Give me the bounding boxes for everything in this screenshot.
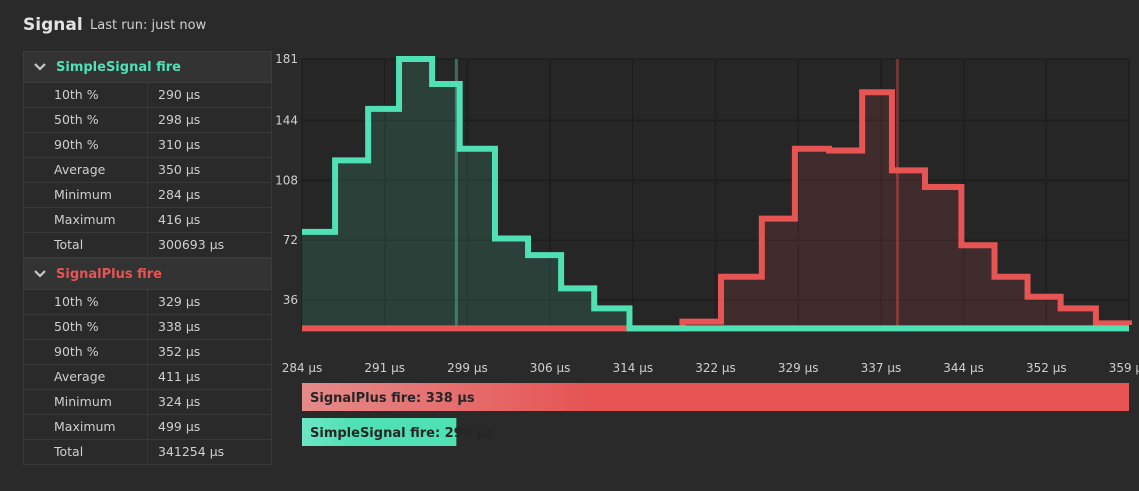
stat-row: Minimum 284 µs [23, 183, 272, 208]
stat-value: 416 µs [148, 208, 272, 232]
stat-label: 50th % [23, 315, 148, 339]
stat-value: 341254 µs [148, 440, 272, 464]
histogram-svg: 36 72 108 144 181 284 µs 291 µs 299 µs 306 µs 314… [275, 52, 1139, 446]
stat-label: Average [23, 158, 148, 182]
stat-label: Maximum [23, 415, 148, 439]
stat-value: 300693 µs [148, 233, 272, 257]
stat-label: Minimum [23, 390, 148, 414]
series-area-fill [302, 92, 1129, 331]
x-tick-label: 337 µs [861, 361, 902, 375]
section-header-signalplus[interactable]: SignalPlus fire [23, 258, 272, 290]
x-tick-label: 359 µs [1109, 361, 1139, 375]
stat-row: Average 411 µs [23, 365, 272, 390]
x-tick-label: 284 µs [282, 361, 323, 375]
y-tick-label: 36 [283, 293, 298, 307]
comparison-bar-label: SimpleSignal fire: 298 µs [310, 426, 494, 441]
stat-row: Total 341254 µs [23, 440, 272, 465]
stat-label: 90th % [23, 340, 148, 364]
chevron-down-icon[interactable] [33, 267, 47, 281]
stat-row: Maximum 416 µs [23, 208, 272, 233]
section-title: SignalPlus fire [56, 266, 162, 282]
stat-label: 50th % [23, 108, 148, 132]
stat-row: 10th % 329 µs [23, 290, 272, 315]
stat-label: 10th % [23, 83, 148, 107]
x-tick-label: 314 µs [612, 361, 653, 375]
x-tick-label: 344 µs [943, 361, 984, 375]
comparison-bar-label: SignalPlus fire: 338 µs [310, 391, 475, 406]
stat-row: Minimum 324 µs [23, 390, 272, 415]
y-tick-label: 181 [275, 52, 298, 66]
stat-row: 90th % 310 µs [23, 133, 272, 158]
histogram-chart: 36 72 108 144 181 284 µs 291 µs 299 µs 306 µs 314… [272, 50, 1139, 487]
x-tick-label: 352 µs [1026, 361, 1067, 375]
stat-label: Average [23, 365, 148, 389]
series-line [302, 89, 1132, 332]
stat-value: 298 µs [148, 108, 272, 132]
section-header-simplesignal[interactable]: SimpleSignal fire [23, 51, 272, 83]
last-run-status: Last run: just now [90, 18, 207, 33]
section-signalplus: SignalPlus fire 10th % 329 µs 50th % 338 µs… [23, 258, 272, 465]
stat-value: 324 µs [148, 390, 272, 414]
stat-label: Minimum [23, 183, 148, 207]
x-tick-label: 306 µs [530, 361, 571, 375]
stat-value: 350 µs [148, 158, 272, 182]
stat-label: 10th % [23, 290, 148, 314]
stat-row: 50th % 338 µs [23, 315, 272, 340]
x-tick-label: 329 µs [778, 361, 819, 375]
page-title: Signal [23, 15, 83, 35]
section-simplesignal: SimpleSignal fire 10th % 290 µs 50th % 298 … [23, 51, 272, 258]
section-title: SimpleSignal fire [56, 59, 181, 75]
stat-value: 329 µs [148, 290, 272, 314]
series-area-fill [302, 59, 1129, 330]
stat-label: Total [23, 440, 148, 464]
series-line [302, 56, 1129, 332]
stat-value: 284 µs [148, 183, 272, 207]
comparison-bar [302, 383, 1129, 411]
stat-row: 90th % 352 µs [23, 340, 272, 365]
chevron-down-icon[interactable] [33, 60, 47, 74]
stats-panel: SimpleSignal fire 10th % 290 µs 50th % 298 … [23, 51, 272, 465]
stat-value: 352 µs [148, 340, 272, 364]
stat-value: 411 µs [148, 365, 272, 389]
stat-row: 50th % 298 µs [23, 108, 272, 133]
stat-label: Maximum [23, 208, 148, 232]
comparison-bar [302, 418, 457, 446]
stat-value: 310 µs [148, 133, 272, 157]
y-tick-label: 108 [275, 173, 298, 187]
y-tick-label: 72 [283, 233, 298, 247]
x-tick-label: 322 µs [695, 361, 736, 375]
stat-row: Total 300693 µs [23, 233, 272, 258]
x-tick-label: 291 µs [364, 361, 405, 375]
stat-label: Total [23, 233, 148, 257]
stat-value: 499 µs [148, 415, 272, 439]
stat-row: 10th % 290 µs [23, 83, 272, 108]
stat-row: Average 350 µs [23, 158, 272, 183]
stat-value: 290 µs [148, 83, 272, 107]
stat-row: Maximum 499 µs [23, 415, 272, 440]
x-tick-label: 299 µs [447, 361, 488, 375]
title-bar: Signal Last run: just now [0, 0, 1139, 50]
stat-value: 338 µs [148, 315, 272, 339]
y-tick-label: 144 [275, 114, 298, 128]
stat-label: 90th % [23, 133, 148, 157]
